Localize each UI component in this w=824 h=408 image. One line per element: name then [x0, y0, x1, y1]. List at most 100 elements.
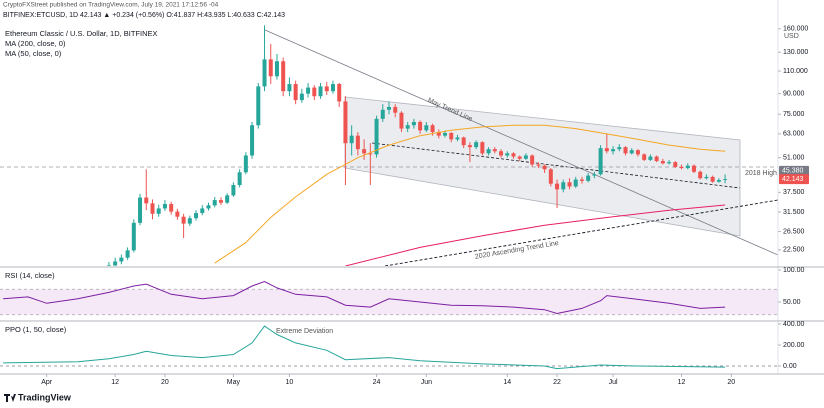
candle-body	[362, 149, 367, 154]
candle-body	[399, 112, 404, 129]
price-tag-label: 42.143	[782, 176, 804, 183]
x-tick-label: 24	[373, 379, 381, 386]
candle-body	[318, 86, 323, 97]
candle-body	[131, 222, 136, 251]
candle-body	[542, 165, 547, 170]
candle-body	[393, 106, 398, 113]
candle-body	[436, 132, 441, 136]
candle-body	[449, 132, 454, 140]
candle-body	[716, 179, 721, 182]
candle-body	[629, 150, 634, 154]
candle-body	[411, 121, 416, 126]
candle-body	[642, 154, 647, 160]
candle-body	[194, 213, 199, 219]
ppo-title: PPO (1, 50, close)	[5, 325, 67, 334]
y-tick-label: 100.00	[783, 267, 805, 274]
candle-body	[561, 182, 566, 190]
y-tick-label: 200.00	[783, 342, 805, 349]
footer-brand: TradingView	[18, 392, 72, 402]
y-tick-label: 0.00	[783, 363, 797, 370]
line	[214, 124, 726, 264]
candle-body	[455, 137, 460, 140]
y-tick-label: 37.500	[783, 189, 805, 196]
y-tick-label: 22.500	[783, 247, 805, 254]
candle-body	[324, 86, 329, 92]
x-tick-label: Jul	[609, 379, 618, 386]
y-tick-label: 400.00	[783, 321, 805, 328]
x-tick-label: 14	[503, 379, 511, 386]
axes: 160.000 130.000 110.000 90.000 75.000 63.000 5…	[0, 0, 824, 386]
x-tick-label: 20	[161, 379, 169, 386]
line	[345, 204, 726, 266]
candle-body	[250, 125, 255, 156]
candle-body	[312, 87, 317, 97]
candle-body	[430, 125, 435, 133]
candle-body	[287, 84, 292, 92]
candle-body	[262, 59, 267, 87]
candle-body	[505, 153, 510, 156]
candle-body	[424, 125, 429, 131]
candle-body	[467, 145, 472, 148]
candle-body	[579, 179, 584, 181]
ppo-pane	[0, 325, 778, 370]
candle-body	[536, 164, 541, 166]
x-tick-label: 12	[111, 379, 119, 386]
candle-body	[660, 161, 665, 164]
candle-body	[598, 148, 603, 175]
candle-body	[374, 118, 379, 155]
candle-body	[635, 150, 640, 155]
candle-body	[691, 165, 696, 172]
candle-body	[206, 205, 211, 209]
rsi-title: RSI (14, close)	[5, 271, 55, 280]
rsi-band	[0, 289, 778, 315]
candle-body	[243, 155, 248, 173]
candle-body	[106, 265, 111, 266]
candle-body	[225, 195, 230, 203]
y-tick-label: 110.000	[783, 68, 808, 75]
price-pane	[106, 25, 728, 266]
y-tick-label: 50.00	[783, 299, 801, 306]
annotation: 2018 High	[745, 170, 777, 177]
candle-body	[218, 200, 223, 203]
candle-body	[604, 148, 609, 152]
y-tick-label: 31.500	[783, 209, 805, 216]
line	[3, 280, 726, 315]
candle-body	[355, 135, 360, 150]
candle-body	[723, 179, 728, 180]
candle-body	[231, 185, 236, 196]
candle-body	[486, 149, 491, 154]
candle-body	[138, 197, 143, 223]
rsi-pane	[0, 280, 778, 316]
candle-body	[268, 59, 273, 77]
candle-body	[523, 155, 528, 159]
candle-body	[212, 200, 217, 206]
candle-body	[517, 156, 522, 159]
candle-body	[330, 84, 335, 92]
candle-body	[530, 155, 535, 165]
candle-body	[654, 156, 659, 162]
legend-title: Ethereum Classic / U.S. Dollar, 1D, BITF…	[5, 29, 158, 38]
candle-body	[156, 208, 161, 214]
candle-body	[648, 156, 653, 160]
candle-body	[586, 175, 591, 181]
candle-body	[710, 176, 715, 182]
y-tick-label: 26.500	[783, 228, 805, 235]
candle-body	[685, 165, 690, 169]
candle-body	[623, 147, 628, 154]
candle-body	[673, 162, 678, 167]
candle-body	[492, 149, 497, 152]
candle-body	[461, 137, 466, 146]
may-trend-line	[264, 29, 778, 256]
price-tag	[779, 174, 809, 185]
candle-body	[187, 218, 192, 224]
candle-body	[144, 197, 149, 204]
candle-body	[443, 132, 448, 136]
candle-body	[119, 257, 124, 262]
candle-body	[679, 166, 684, 169]
y-tick-label: 90.000	[783, 91, 805, 98]
candle-body	[380, 109, 385, 119]
candle-body	[405, 125, 410, 129]
x-tick-label: 22	[553, 379, 561, 386]
candle-body	[306, 87, 311, 94]
candle-body	[337, 84, 342, 102]
